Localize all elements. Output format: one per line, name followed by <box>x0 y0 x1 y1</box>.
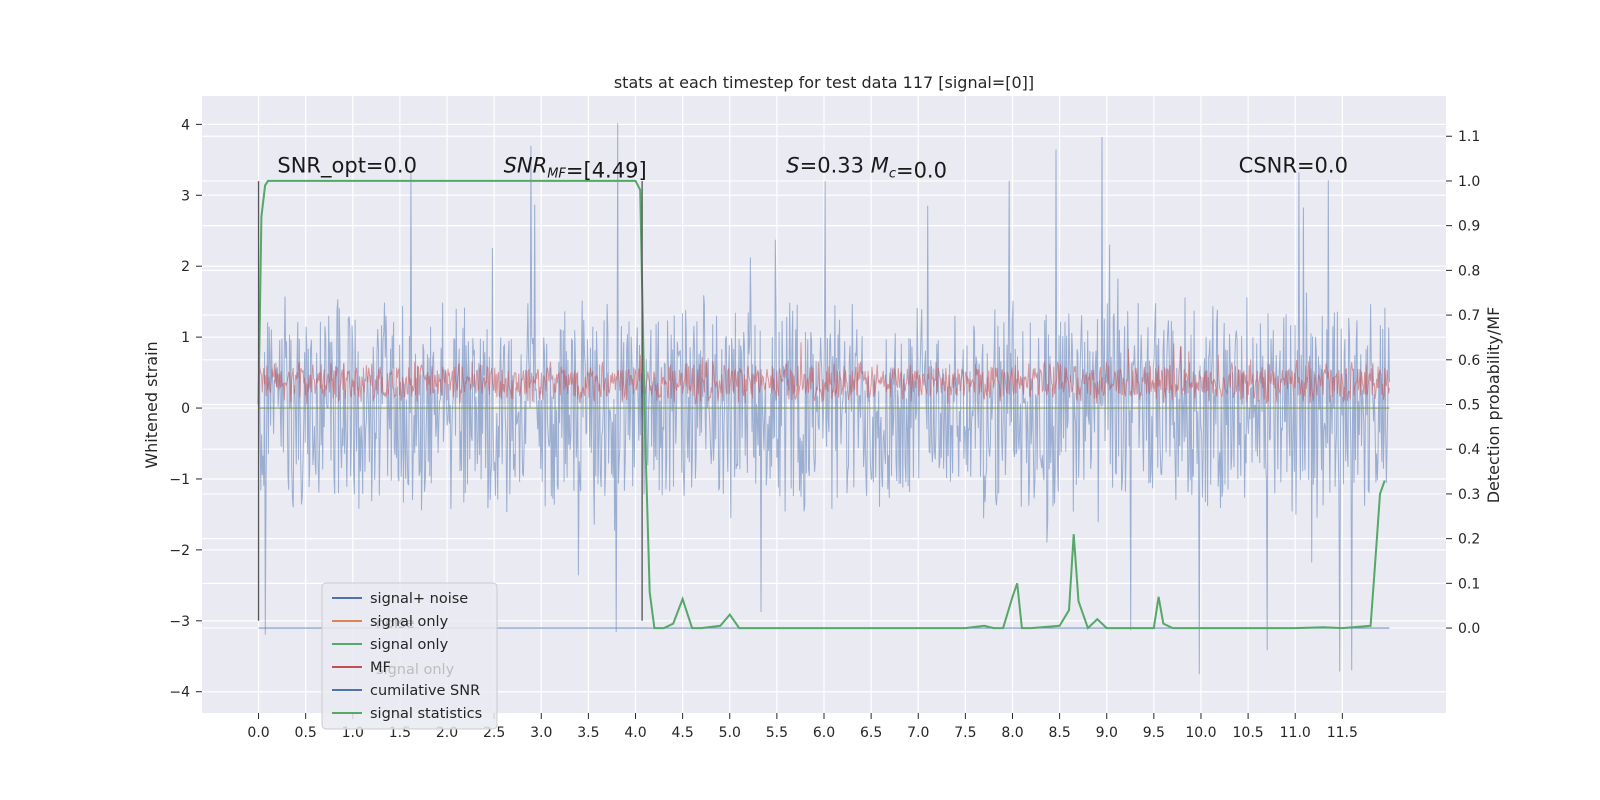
series-line <box>258 123 1390 675</box>
legend-box <box>321 582 498 730</box>
y-right-tick-label-5: 0.5 <box>1458 398 1480 414</box>
annotation-1: SNRMF=[4.49] <box>504 154 647 183</box>
x-tick-label-10: 5.0 <box>719 725 741 741</box>
y-right-tick-label-8: 0.8 <box>1458 263 1480 279</box>
x-tick-label-9: 4.5 <box>672 725 694 741</box>
x-tick-label-14: 7.0 <box>907 725 929 741</box>
y-left-tick-label-8: 4 <box>181 117 190 133</box>
y-left-tick-label-0: −4 <box>169 685 190 701</box>
legend-label-4: cumilative SNR <box>370 683 480 699</box>
y-left-tick-label-2: −2 <box>169 543 190 559</box>
legend-ghost-1: signal only <box>376 662 455 678</box>
series-line <box>257 179 1386 630</box>
annotations: SNR_opt=0.0 SNRMF=[4.49] S=0.33 Mc=0.0 CSNR… <box>277 154 1348 183</box>
x-tick-label-12: 6.0 <box>813 725 835 741</box>
y-left-tick-label-3: −1 <box>169 472 190 488</box>
x-tick-label-1: 0.5 <box>295 725 317 741</box>
y-right-tick-label-0: 0.0 <box>1458 621 1480 637</box>
annotation-0: SNR_opt=0.0 <box>277 154 417 179</box>
annotation-3: CSNR=0.0 <box>1239 154 1348 178</box>
y-left-tick-label-1: −3 <box>169 614 190 630</box>
axes: 0.0 0.5 1.0 1.5 2.0 2.5 3.0 3.5 4.0 4.5 5.0 5.5 6.0 6… <box>169 117 1480 741</box>
x-tick-label-19: 9.5 <box>1143 725 1165 741</box>
y-left-tick-label-6: 2 <box>181 259 190 275</box>
y-right-tick-label-7: 0.7 <box>1458 308 1480 324</box>
x-tick-label-17: 8.5 <box>1048 725 1070 741</box>
y-right-tick-label-2: 0.2 <box>1458 532 1480 548</box>
legend-ghost-0: noise <box>376 616 415 632</box>
y-axis-right-label: Detection probability/MF <box>1484 307 1503 504</box>
y-left-tick-label-4: 0 <box>181 401 190 417</box>
x-tick-label-7: 3.5 <box>577 725 599 741</box>
x-tick-label-13: 6.5 <box>860 725 882 741</box>
y-left-tick-label-5: 1 <box>181 330 190 346</box>
x-tick-label-16: 8.0 <box>1001 725 1023 741</box>
legend-label-1: signal only <box>370 614 449 630</box>
y-right-tick-label-4: 0.4 <box>1458 442 1480 458</box>
x-tick-label-20: 10.0 <box>1185 725 1216 741</box>
series-5-signal-statistics <box>257 179 1386 630</box>
y-right-tick-label-10: 1.0 <box>1458 174 1480 190</box>
x-tick-label-0: 0.0 <box>247 725 269 741</box>
legend-label-2: signal only <box>370 637 449 653</box>
series-3-mf <box>258 342 1390 405</box>
vertical-markers <box>257 181 643 621</box>
series-0-signal-noise <box>258 123 1390 675</box>
y-axis-left-label: Whitened strain <box>142 341 161 468</box>
legend-label-3: MF <box>370 660 391 676</box>
annotation-2: S=0.33 Mc=0.0 <box>786 154 947 183</box>
y-right-tick-label-3: 0.3 <box>1458 487 1480 503</box>
legend-label-5: signal statistics <box>370 706 482 722</box>
x-tick-label-6: 3.0 <box>530 725 552 741</box>
x-tick-label-15: 7.5 <box>954 725 976 741</box>
x-tick-label-8: 4.0 <box>624 725 646 741</box>
x-tick-label-21: 10.5 <box>1233 725 1264 741</box>
y-right-tick-label-9: 0.9 <box>1458 219 1480 235</box>
y-right-tick-label-11: 1.1 <box>1458 129 1480 145</box>
x-tick-label-23: 11.5 <box>1327 725 1358 741</box>
legend-label-0: signal+ noise <box>370 591 468 607</box>
y-right-tick-label-6: 0.6 <box>1458 353 1480 369</box>
x-tick-label-18: 9.0 <box>1096 725 1118 741</box>
y-left-tick-label-7: 3 <box>181 188 190 204</box>
series-line <box>258 342 1390 405</box>
chart-title: stats at each timestep for test data 117… <box>614 73 1034 92</box>
x-tick-label-11: 5.5 <box>766 725 788 741</box>
y-right-tick-label-1: 0.1 <box>1458 576 1480 592</box>
x-tick-label-22: 11.0 <box>1280 725 1311 741</box>
